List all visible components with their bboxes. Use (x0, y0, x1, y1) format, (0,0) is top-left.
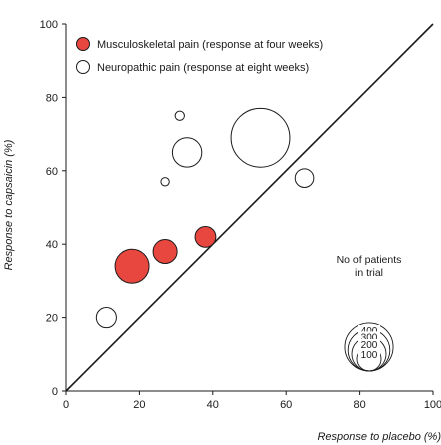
bubble-neuropathic (171, 137, 203, 168)
identity-line (65, 23, 434, 392)
bubble-musculoskeletal (152, 239, 178, 265)
y-tick-label: 80 (46, 92, 58, 104)
y-tick-label: 100 (40, 19, 58, 31)
legend-marker-neuropathic (76, 60, 90, 74)
x-axis-ticks: 0 20 40 60 80 100 (63, 391, 441, 411)
bubble-musculoskeletal (114, 248, 150, 284)
size-key-title-line1: No of patients (337, 254, 402, 266)
legend-label-neuropathic: Neuropathic pain (response at eight week… (97, 62, 309, 74)
size-key: No of patients in trial 400300200100 (337, 254, 402, 372)
reference-line (65, 23, 434, 392)
y-axis-title: Response to capsaicin (%) (3, 139, 15, 270)
size-key-label: 300 (361, 332, 378, 343)
y-tick-label: 40 (46, 239, 58, 251)
size-key-label: 100 (361, 350, 378, 361)
x-tick-label: 100 (424, 399, 441, 411)
size-key-label: 200 (361, 340, 378, 351)
x-tick-label: 60 (280, 399, 292, 411)
size-key-label-bg (358, 339, 380, 351)
bubble-neuropathic (95, 307, 117, 329)
bubble-neuropathic (160, 177, 170, 187)
data-bubbles (95, 107, 315, 329)
size-key-label-bg (358, 331, 380, 343)
y-tick-label: 0 (52, 386, 58, 398)
x-tick-label: 0 (63, 399, 69, 411)
legend-label-musculoskeletal: Musculoskeletal pain (response at four w… (97, 39, 323, 51)
size-key-label-bg (358, 348, 380, 360)
x-axis-title: Response to placebo (%) (317, 431, 441, 443)
y-tick-label: 20 (46, 313, 58, 325)
x-tick-label: 40 (207, 399, 219, 411)
legend-marker-musculoskeletal (76, 37, 90, 51)
axes (65, 24, 433, 392)
legend: Musculoskeletal pain (response at four w… (76, 37, 323, 74)
x-tick-label: 80 (353, 399, 365, 411)
size-key-title-line2: in trial (355, 267, 383, 279)
y-tick-label: 60 (46, 166, 58, 178)
size-key-label-bg (358, 324, 380, 336)
bubble-musculoskeletal (194, 225, 217, 248)
bubble-neuropathic (174, 110, 185, 121)
bubble-neuropathic (230, 107, 291, 168)
y-axis-ticks: 0 20 40 60 80 100 (40, 19, 66, 398)
bubble-neuropathic (294, 168, 315, 188)
x-tick-label: 20 (133, 399, 145, 411)
